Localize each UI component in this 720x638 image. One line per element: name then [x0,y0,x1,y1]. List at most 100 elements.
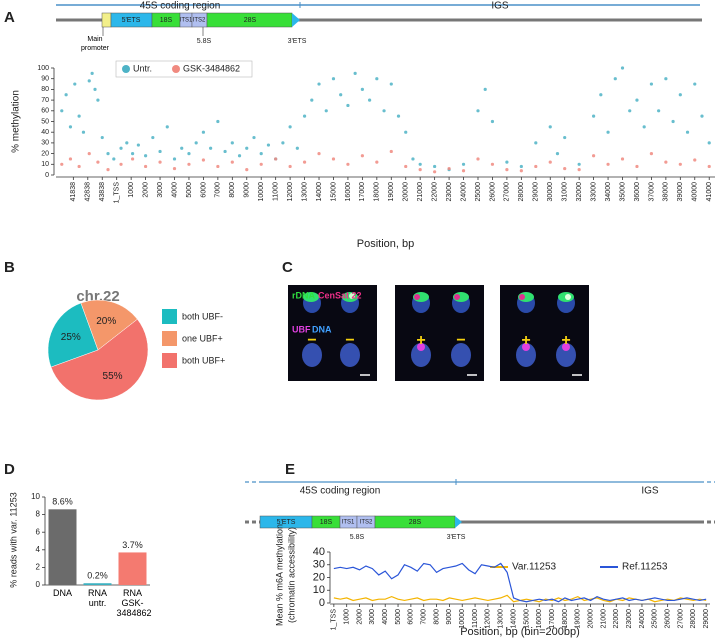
data-point [519,169,523,173]
legend-marker [122,65,130,73]
data-point [194,141,198,145]
x-tick-label: 23000 [626,609,633,629]
segment-label: 5.8S [350,534,365,541]
data-point [433,170,437,174]
data-point [606,130,610,134]
data-point [230,141,234,145]
data-point [404,130,408,134]
value-label: 3.7% [122,540,143,550]
x-tick-label: 17000 [359,182,366,202]
data-point [346,162,350,166]
data-point [693,158,697,162]
microscopy-panel: C rDNA CenSat 22 UBF DNA − − + − + + [282,259,589,381]
data-point [87,152,91,156]
ubf-sign: + [561,332,570,349]
data-point [93,87,97,91]
legend-label: one UBF+ [182,333,223,343]
bar [118,552,147,585]
x-tick-label: 9000 [244,182,251,198]
data-point [353,71,357,75]
x-tick-label: 43838 [99,182,106,202]
pie-slice [80,299,138,351]
panel-label: A [4,9,15,26]
y-tick-label: 80 [41,86,49,93]
x-tick-label: 14000 [510,609,517,629]
data-point [649,82,654,86]
x-tick-label: 5000 [186,182,193,198]
y-tick-label: 40 [313,546,325,558]
pie-slice [47,302,99,368]
data-point [119,146,123,150]
data-point [664,160,668,164]
data-point [144,154,148,158]
data-point [295,146,299,150]
x-tick-label: 35000 [619,182,626,202]
data-point [274,157,278,161]
x-tick-label: 23000 [446,182,453,202]
y-tick-label: 50 [41,118,49,125]
data-point [490,162,495,166]
data-point [259,152,263,156]
channel-label: UBF [292,324,311,334]
slice-label: 55% [103,371,123,382]
data-point [620,157,625,161]
data-point [288,125,292,129]
data-point [237,154,242,158]
region-label: 45S coding region [140,1,221,12]
x-tick-label: 34000 [605,182,612,202]
data-point [360,154,364,158]
data-point [119,162,123,166]
data-point [476,109,480,113]
ubf-sign: − [456,332,465,349]
channel-label: rDNA [292,290,316,300]
legend-label: Untr. [133,63,152,73]
data-point [563,166,567,171]
x-tick-label: 4000 [382,609,389,625]
ubf-sign: + [521,332,530,349]
data-point [555,152,560,156]
x-axis-label: Position, bp (bin=200bp) [460,626,580,638]
x-label-box: DNA [53,588,72,598]
data-point [216,119,220,124]
x-tick-label: 41000 [706,182,713,202]
data-point [592,154,596,158]
data-point [151,135,155,140]
value-label: 0.2% [87,571,108,581]
x-tick-label: RNA untr. [87,588,107,608]
x-tick-label: 28000 [690,609,697,629]
x-tick-label: 10000 [258,182,265,202]
x-tick-label: 7000 [215,182,222,198]
data-point [259,162,263,166]
data-point [144,164,148,169]
data-point [68,157,73,161]
data-point [707,164,711,169]
y-axis-label: % reads with var. 11253 [8,492,18,587]
legend-marker [172,65,180,73]
data-point [483,87,487,91]
y-tick-label: 40 [41,129,49,136]
data-point [130,152,135,156]
y-tick-label: 60 [41,108,49,115]
x-tick-label: 19000 [575,609,582,629]
x-tick-label: 15000 [330,182,337,202]
data-point [577,168,581,172]
data-point [707,141,711,145]
data-point [96,98,100,102]
x-tick-label: 11000 [273,182,280,201]
legend-label: GSK-3484862 [183,63,240,73]
x-tick-label: 22000 [431,182,438,202]
data-point [87,79,91,83]
segment-label: 3'ETS [447,534,466,541]
data-point [77,114,81,118]
y-tick-label: 4 [36,545,41,554]
x-tick-label: 26000 [664,609,671,629]
ubf-sign: + [416,332,425,349]
data-point [519,164,523,169]
region-label: IGS [641,486,659,497]
y-tick-label: 20 [313,571,325,583]
x-tick-label: 1_TSS [114,182,121,204]
data-point [678,162,682,166]
x-tick-label: 17000 [549,609,556,629]
data-point [642,125,646,129]
segment-label: 28S [409,519,422,526]
